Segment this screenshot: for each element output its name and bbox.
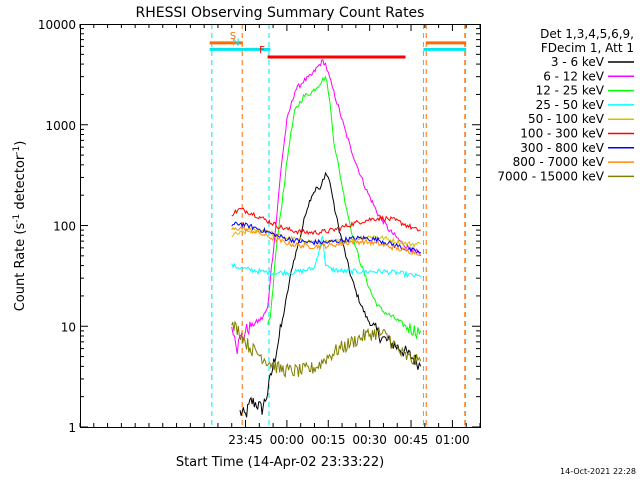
series-lines [231, 58, 422, 418]
series-line-6 [231, 221, 421, 254]
legend-entry-label: 3 - 6 keV [551, 55, 605, 69]
y-tick-label: 1000 [45, 119, 76, 133]
y-tick-label: 10 [61, 320, 76, 334]
legend-entry-label: 100 - 300 keV [520, 127, 604, 141]
legend-entry-label: 50 - 100 keV [528, 112, 605, 126]
y-axis-ticks: 1 10 100 1000 10000 [38, 18, 480, 435]
y-tick-label: 100 [53, 220, 76, 234]
legend: Det 1,3,4,5,6,9,FDecim 1, Att 13 - 6 keV… [497, 27, 634, 183]
ylabel-text: detector [13, 154, 28, 214]
legend-entry-label: 12 - 25 keV [536, 84, 605, 98]
legend-entry-label: 25 - 50 keV [536, 98, 605, 112]
flag-label-N: N [232, 37, 239, 48]
legend-entry-label: 6 - 12 keV [543, 69, 605, 83]
flag-label-S: S [230, 31, 236, 42]
ylabel-text: Count Rate (s [13, 223, 28, 312]
x-tick-label: 00:00 [270, 433, 305, 447]
legend-entry-label: 300 - 800 keV [520, 141, 604, 155]
x-tick-label: 00:45 [394, 433, 429, 447]
series-line-3 [231, 235, 422, 279]
y-tick-label: 1 [68, 421, 76, 435]
x-axis-ticks: 23:45 00:00 00:15 00:30 00:45 01:00 [79, 24, 481, 447]
series-line-2 [267, 75, 422, 340]
state-flags: SN F [209, 31, 467, 59]
timestamp: 14-Oct-2021 22:28 [560, 467, 636, 476]
chart-title: RHESSI Observing Summary Count Rates [136, 5, 425, 21]
x-tick-label: 00:30 [352, 433, 387, 447]
x-tick-label: 23:45 [228, 433, 263, 447]
legend-header: FDecim 1, Att 1 [541, 41, 634, 55]
legend-header: Det 1,3,4,5,6,9, [540, 27, 634, 41]
series-line-5 [231, 207, 421, 236]
y-axis-label: Count Rate (s-1 detector-1) [12, 141, 28, 312]
vertical-markers [211, 24, 467, 427]
ylabel-text: ) [13, 141, 28, 146]
series-line-0 [239, 171, 422, 418]
legend-entry-label: 800 - 7000 keV [513, 155, 605, 169]
x-tick-label: 00:15 [311, 433, 346, 447]
x-axis-label: Start Time (14-Apr-02 23:33:22) [176, 455, 384, 470]
x-tick-label: 01:00 [435, 433, 470, 447]
legend-entry-label: 7000 - 15000 keV [497, 169, 604, 183]
series-line-7 [231, 226, 422, 256]
flag-label-F: F [259, 45, 265, 56]
series-line-1 [231, 58, 422, 354]
y-tick-label: 10000 [38, 18, 76, 32]
series-line-8 [231, 320, 422, 379]
series-line-4 [231, 228, 421, 248]
ylabel-superscript: -1 [12, 214, 22, 223]
ylabel-superscript: -1 [12, 146, 22, 155]
